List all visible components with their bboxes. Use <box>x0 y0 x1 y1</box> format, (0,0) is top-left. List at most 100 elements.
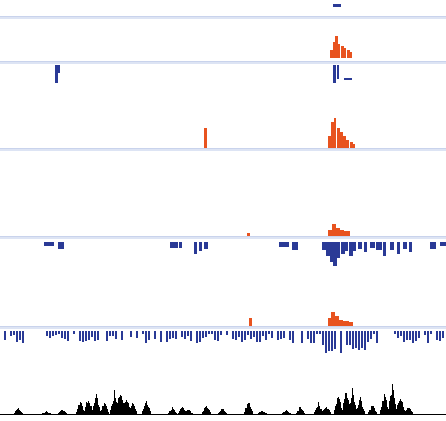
coverage-bar <box>192 413 193 414</box>
coverage-bar <box>263 412 264 414</box>
coverage-bar <box>330 412 331 414</box>
coverage-bar <box>287 411 288 414</box>
coverage-bar <box>297 411 298 414</box>
coverage-bar <box>368 412 369 414</box>
forward-peak-bar <box>328 230 332 236</box>
forward-peak-bar <box>353 144 355 148</box>
coverage-bar <box>121 396 122 414</box>
reverse-read-bar <box>418 331 420 338</box>
reverse-read-bar <box>19 331 21 340</box>
coverage-bar <box>319 406 320 414</box>
coverage-bar <box>252 411 253 414</box>
coverage-bar <box>87 403 88 414</box>
reverse-read-bar <box>190 331 192 341</box>
coverage-bar <box>385 397 386 414</box>
coverage-bar <box>296 413 297 414</box>
coverage-bar <box>96 394 97 414</box>
coverage-bar <box>106 406 107 414</box>
reverse-read-bar <box>325 331 327 353</box>
forward-peak-bar <box>341 46 344 58</box>
track-separator <box>0 236 446 239</box>
coverage-bar <box>65 412 66 414</box>
coverage-bar <box>303 411 304 414</box>
coverage-bar <box>170 411 171 414</box>
reverse-read-bar <box>439 331 441 341</box>
coverage-bar <box>348 400 349 414</box>
coverage-bar <box>130 408 131 414</box>
reverse-read-bar <box>202 331 204 338</box>
coverage-bar <box>351 398 352 414</box>
coverage-bar <box>317 407 318 414</box>
coverage-bar <box>209 410 210 414</box>
forward-peak-bar <box>331 122 334 148</box>
coverage-bar <box>125 402 126 414</box>
coverage-bar <box>304 413 305 414</box>
coverage-bar <box>64 411 65 414</box>
reverse-read-bar <box>279 242 289 247</box>
coverage-bar <box>251 409 252 414</box>
coverage-bar <box>115 398 116 414</box>
reverse-read-bar <box>238 331 240 337</box>
coverage-bar <box>21 412 22 414</box>
coverage-bar <box>348 409 349 414</box>
reverse-read-bar <box>170 242 178 248</box>
reverse-read-bar <box>58 242 64 249</box>
coverage-bar <box>168 413 169 414</box>
coverage-bar <box>17 409 18 414</box>
track-separator <box>0 326 446 329</box>
coverage-bar <box>380 410 381 414</box>
forward-peak-bar <box>340 132 343 148</box>
coverage-bar <box>388 409 389 414</box>
coverage-bar <box>409 408 410 414</box>
coverage-bar <box>14 413 15 414</box>
coverage-bar <box>122 400 123 414</box>
reverse-read-bar <box>415 331 417 341</box>
coverage-bar <box>356 411 357 414</box>
coverage-bar <box>210 412 211 414</box>
reverse-read-bar <box>271 331 273 338</box>
reverse-read-bar <box>109 331 111 336</box>
reverse-read-bar <box>322 242 326 250</box>
coverage-bar <box>85 407 86 414</box>
coverage-bar <box>412 412 413 414</box>
coverage-bar <box>173 409 174 414</box>
coverage-bar <box>66 413 67 414</box>
coverage-bar <box>299 407 300 414</box>
reverse-read-bar <box>232 331 234 339</box>
coverage-bar <box>89 403 90 414</box>
forward-peak-bar <box>204 128 207 148</box>
reverse-read-bar <box>179 242 182 248</box>
reverse-read-bar <box>199 331 201 342</box>
coverage-bar <box>326 407 327 414</box>
coverage-bar <box>105 404 106 414</box>
reverse-read-bar <box>367 331 369 342</box>
coverage-bar <box>362 407 363 414</box>
coverage-bar <box>302 410 303 414</box>
forward-peak-bar <box>337 128 340 148</box>
reverse-read-bar <box>44 242 54 246</box>
coverage-bar <box>48 413 49 414</box>
coverage-bar <box>224 411 225 414</box>
coverage-bar <box>181 408 182 414</box>
coverage-bar <box>391 395 392 414</box>
coverage-bar <box>285 411 286 414</box>
reverse-read-bar <box>397 242 400 254</box>
reverse-read-bar <box>181 331 183 337</box>
forward-peak-bar <box>328 318 331 326</box>
coverage-bar <box>322 412 323 414</box>
coverage-bar <box>320 409 321 414</box>
coverage-bar <box>207 408 208 414</box>
coverage-bar <box>401 401 402 414</box>
coverage-bar <box>405 411 406 414</box>
coverage-bar <box>266 413 267 414</box>
coverage-bar <box>81 403 82 414</box>
reverse-read-bar <box>430 242 436 249</box>
coverage-bar <box>400 399 401 414</box>
reverse-read-bar <box>333 65 336 83</box>
coverage-bar <box>222 409 223 414</box>
forward-peak-bar <box>336 228 340 236</box>
reverse-read-bar <box>22 331 24 343</box>
coverage-bar <box>98 405 99 414</box>
coverage-bar <box>45 412 46 414</box>
forward-peak-bar <box>350 142 353 148</box>
